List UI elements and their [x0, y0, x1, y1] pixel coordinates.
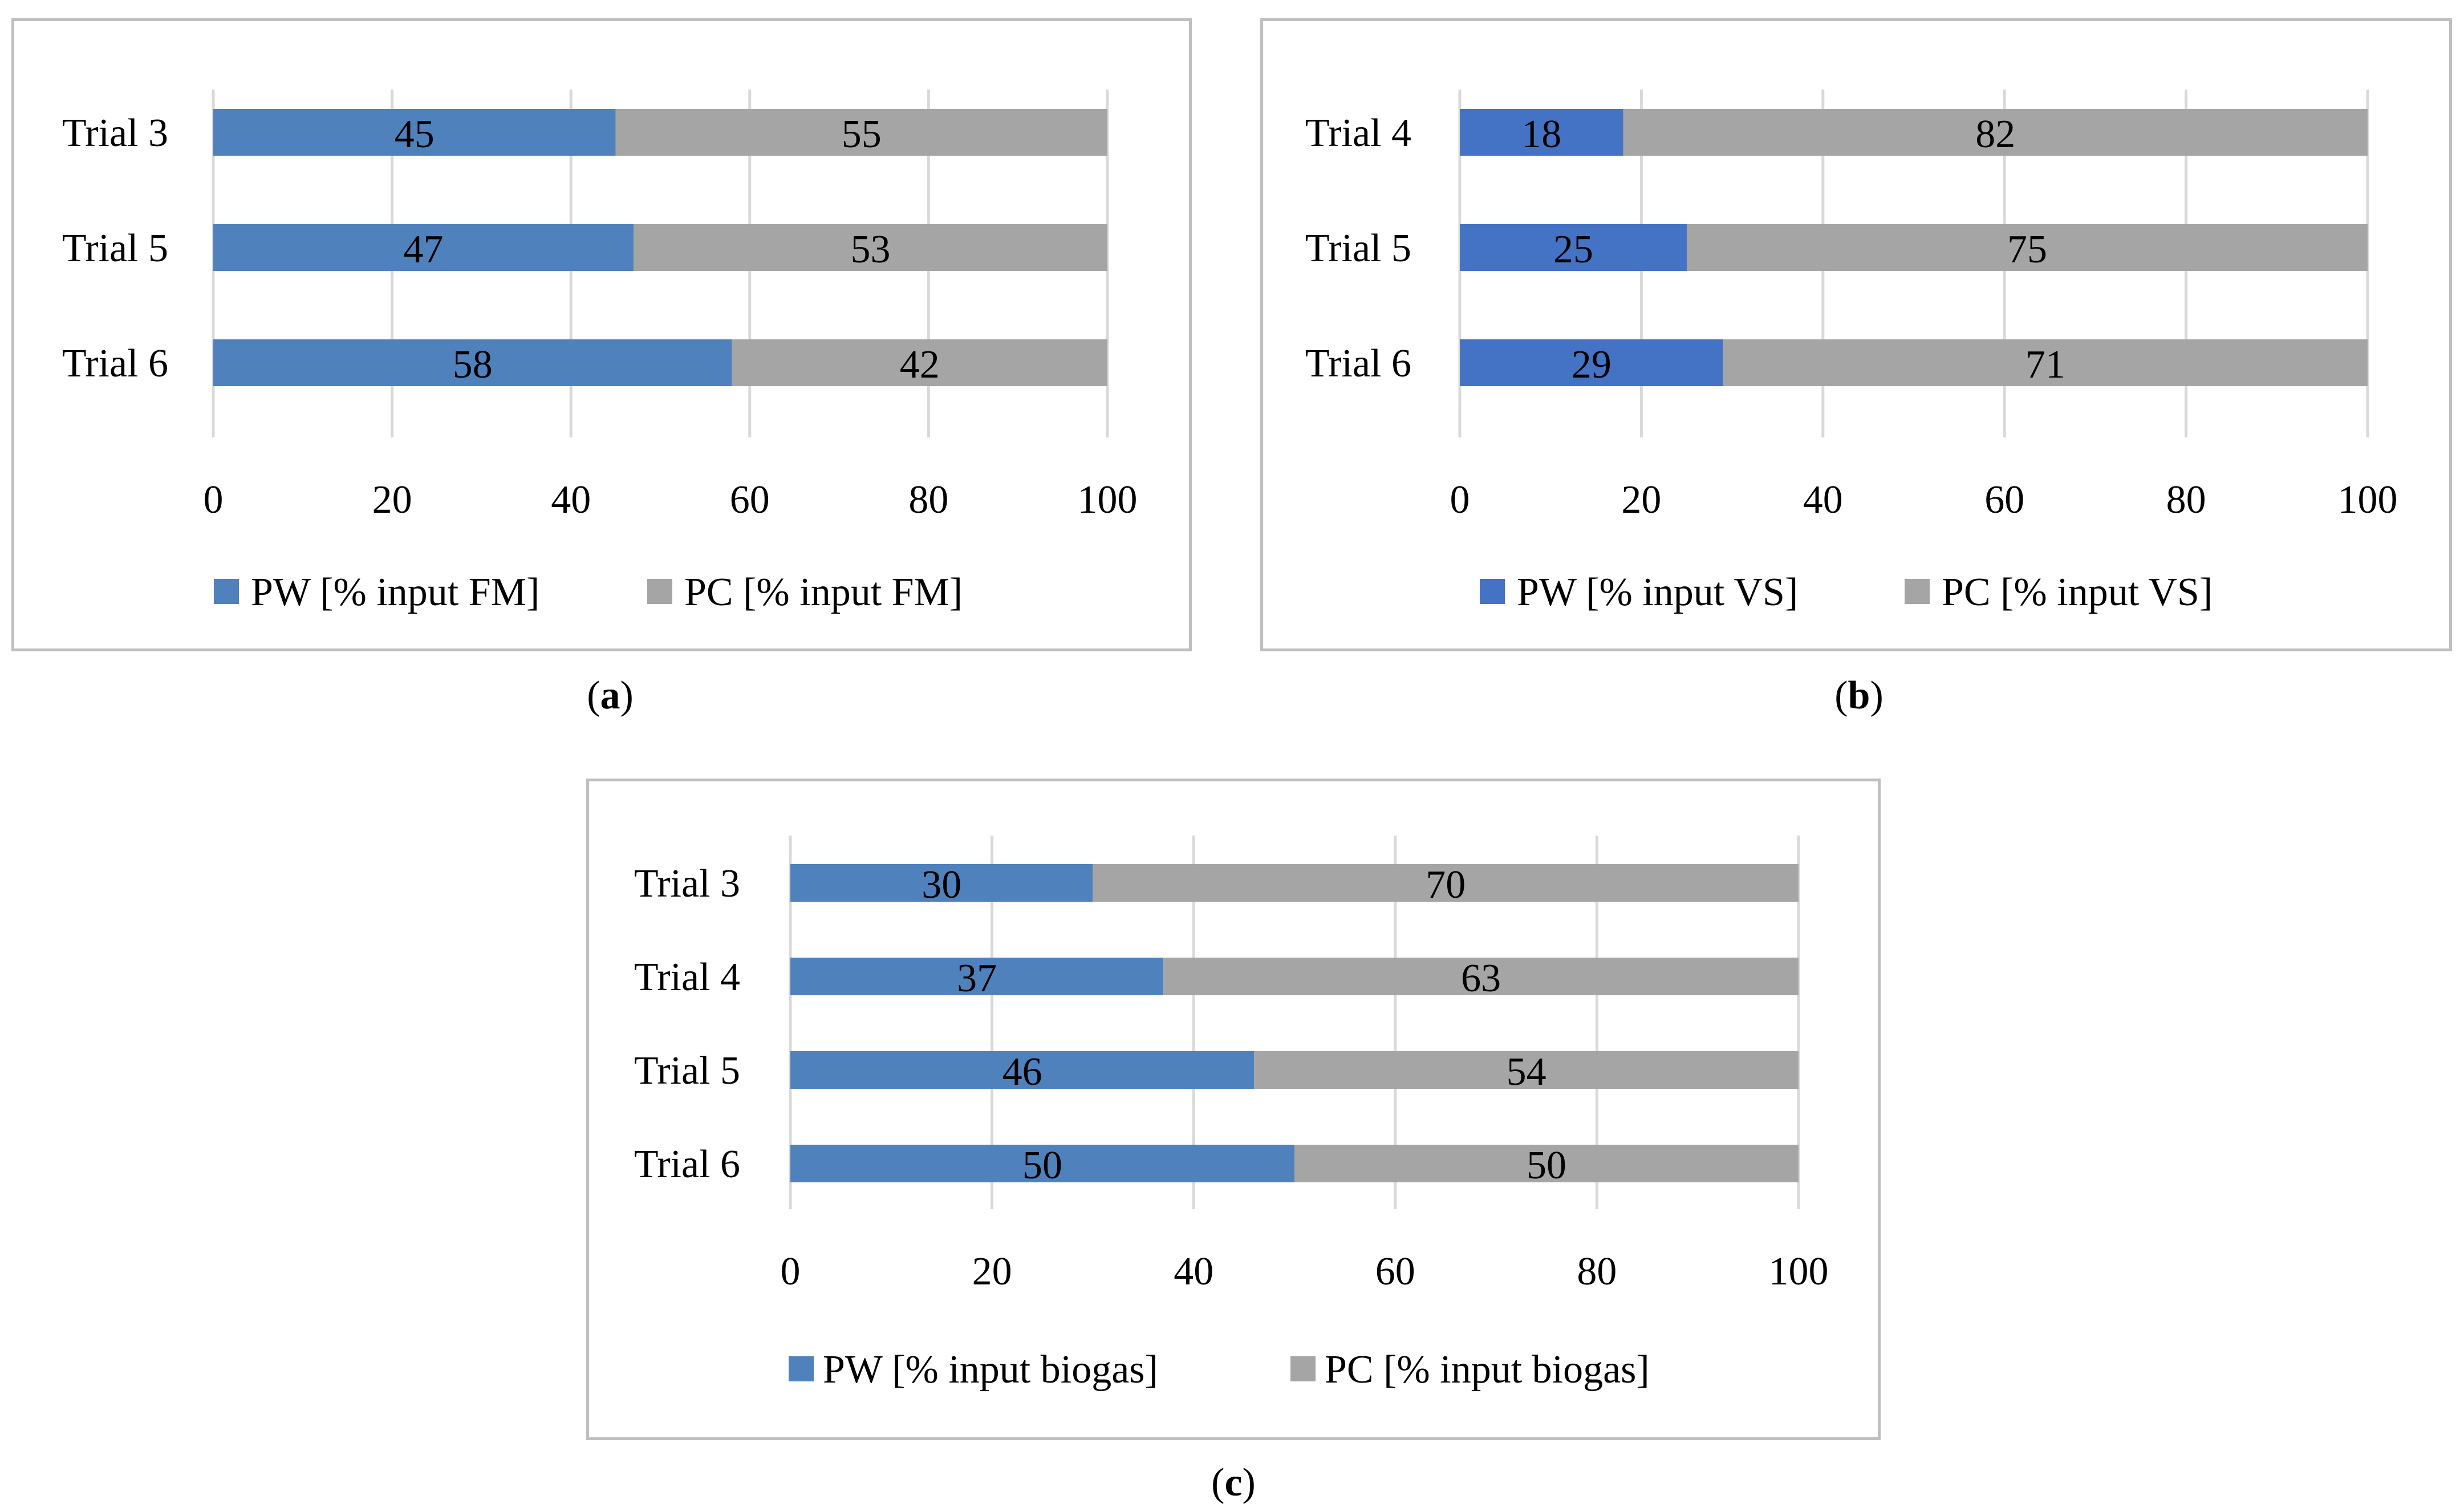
- legend-label: PW [% input FM]: [251, 570, 539, 614]
- bar-pw: [1460, 339, 1723, 386]
- x-tick-label: 40: [1803, 478, 1843, 522]
- x-tick-label: 20: [972, 1250, 1012, 1294]
- x-tick-label: 60: [1375, 1250, 1415, 1294]
- bar-pc: [615, 109, 1107, 156]
- legend-swatch: [1290, 1356, 1316, 1381]
- bar-pc: [1623, 109, 2368, 156]
- bar-pw: [213, 339, 732, 386]
- chart-c-svg: 0 20 40 60 80 100 Trial 3 30 70 Trial 4 37 63 Trial …: [634, 836, 1829, 1392]
- category-label: Trial 3: [62, 111, 168, 155]
- legend-label: PC [% input VS]: [1942, 570, 2213, 614]
- chart-panel-a: 0 20 40 60 80 100 Trial 3 45 55 Trial 5 47 53 Trial …: [11, 18, 1192, 651]
- caption-c: (c): [1211, 1461, 1256, 1505]
- x-tick-label: 80: [2166, 478, 2206, 522]
- data-label: 45: [395, 112, 435, 156]
- legend-label: PC [% input FM]: [684, 570, 963, 614]
- legend-swatch: [214, 579, 239, 604]
- data-label: 29: [1572, 343, 1611, 387]
- bar-pc: [1687, 224, 2368, 271]
- x-tick-label: 100: [1078, 478, 1138, 522]
- bar-pc: [732, 339, 1107, 386]
- data-label: 75: [2007, 228, 2047, 271]
- caption-b: (b): [1834, 674, 1883, 718]
- category-label: Trial 6: [62, 342, 168, 386]
- x-tick-label: 80: [1577, 1250, 1617, 1294]
- chart-a-svg: 0 20 40 60 80 100 Trial 3 45 55 Trial 5 47 53 Trial …: [62, 90, 1138, 614]
- caption-a: (a): [587, 674, 634, 718]
- x-tick-label: 0: [781, 1250, 801, 1294]
- x-tick-label: 100: [2338, 478, 2398, 522]
- x-tick-label: 60: [730, 478, 770, 522]
- data-label: 30: [922, 863, 961, 907]
- chart-panel-b: 0 20 40 60 80 100 Trial 4 18 82 Trial 5 25 75 Trial …: [1260, 18, 2452, 651]
- data-label: 42: [900, 343, 940, 387]
- category-label: Trial 6: [1305, 342, 1411, 386]
- x-tick-label: 80: [908, 478, 948, 522]
- category-label: Trial 4: [1305, 111, 1411, 155]
- legend-label: PW [% input biogas]: [823, 1348, 1158, 1392]
- x-tick-label: 40: [551, 478, 591, 522]
- category-label: Trial 5: [634, 1049, 740, 1093]
- category-label: Trial 6: [634, 1142, 740, 1186]
- bar-pc: [1254, 1051, 1799, 1089]
- data-label: 53: [850, 228, 890, 271]
- x-tick-label: 20: [1621, 478, 1661, 522]
- x-tick-label: 0: [204, 478, 224, 522]
- category-label: Trial 4: [634, 955, 740, 999]
- bar-pc: [1093, 864, 1799, 902]
- category-label: Trial 5: [62, 226, 168, 270]
- legend-swatch: [1905, 579, 1930, 604]
- data-label: 37: [957, 956, 997, 1000]
- bar-pc: [1163, 958, 1799, 995]
- bar-pw: [213, 109, 616, 156]
- bar-pw: [790, 1145, 1294, 1182]
- legend-swatch: [789, 1356, 814, 1381]
- category-label: Trial 3: [634, 862, 740, 906]
- data-label: 70: [1426, 863, 1466, 907]
- x-tick-label: 100: [1769, 1250, 1829, 1294]
- bar-pw: [1460, 224, 1687, 271]
- data-label: 54: [1507, 1050, 1546, 1094]
- x-tick-label: 40: [1174, 1250, 1213, 1294]
- data-label: 18: [1521, 112, 1561, 156]
- data-label: 25: [1553, 228, 1593, 271]
- bar-pc: [1723, 339, 2368, 386]
- legend-swatch: [1480, 579, 1505, 604]
- category-label: Trial 5: [1305, 226, 1411, 270]
- data-label: 58: [453, 343, 493, 387]
- data-label: 50: [1527, 1144, 1566, 1187]
- legend-label: PW [% input VS]: [1517, 570, 1798, 614]
- data-label: 71: [2025, 343, 2065, 387]
- bar-pw: [213, 224, 634, 271]
- data-label: 47: [403, 228, 443, 271]
- legend-swatch: [647, 579, 672, 604]
- legend-label: PC [% input biogas]: [1325, 1348, 1650, 1392]
- data-label: 46: [1002, 1050, 1042, 1094]
- data-label: 63: [1461, 956, 1501, 1000]
- data-label: 55: [842, 112, 882, 156]
- chart-panel-c: 0 20 40 60 80 100 Trial 3 30 70 Trial 4 37 63 Trial …: [586, 779, 1881, 1440]
- data-label: 82: [1975, 112, 2015, 156]
- bar-pw: [1460, 109, 1623, 156]
- data-label: 50: [1022, 1144, 1062, 1187]
- x-tick-label: 20: [372, 478, 412, 522]
- bar-pw: [790, 958, 1164, 995]
- x-tick-label: 60: [1984, 478, 2024, 522]
- bar-pw: [790, 1051, 1255, 1089]
- bar-pc: [1294, 1145, 1799, 1182]
- chart-b-svg: 0 20 40 60 80 100 Trial 4 18 82 Trial 5 25 75 Trial …: [1305, 90, 2398, 614]
- x-tick-label: 0: [1450, 478, 1470, 522]
- bar-pc: [633, 224, 1107, 271]
- bar-pw: [790, 864, 1093, 902]
